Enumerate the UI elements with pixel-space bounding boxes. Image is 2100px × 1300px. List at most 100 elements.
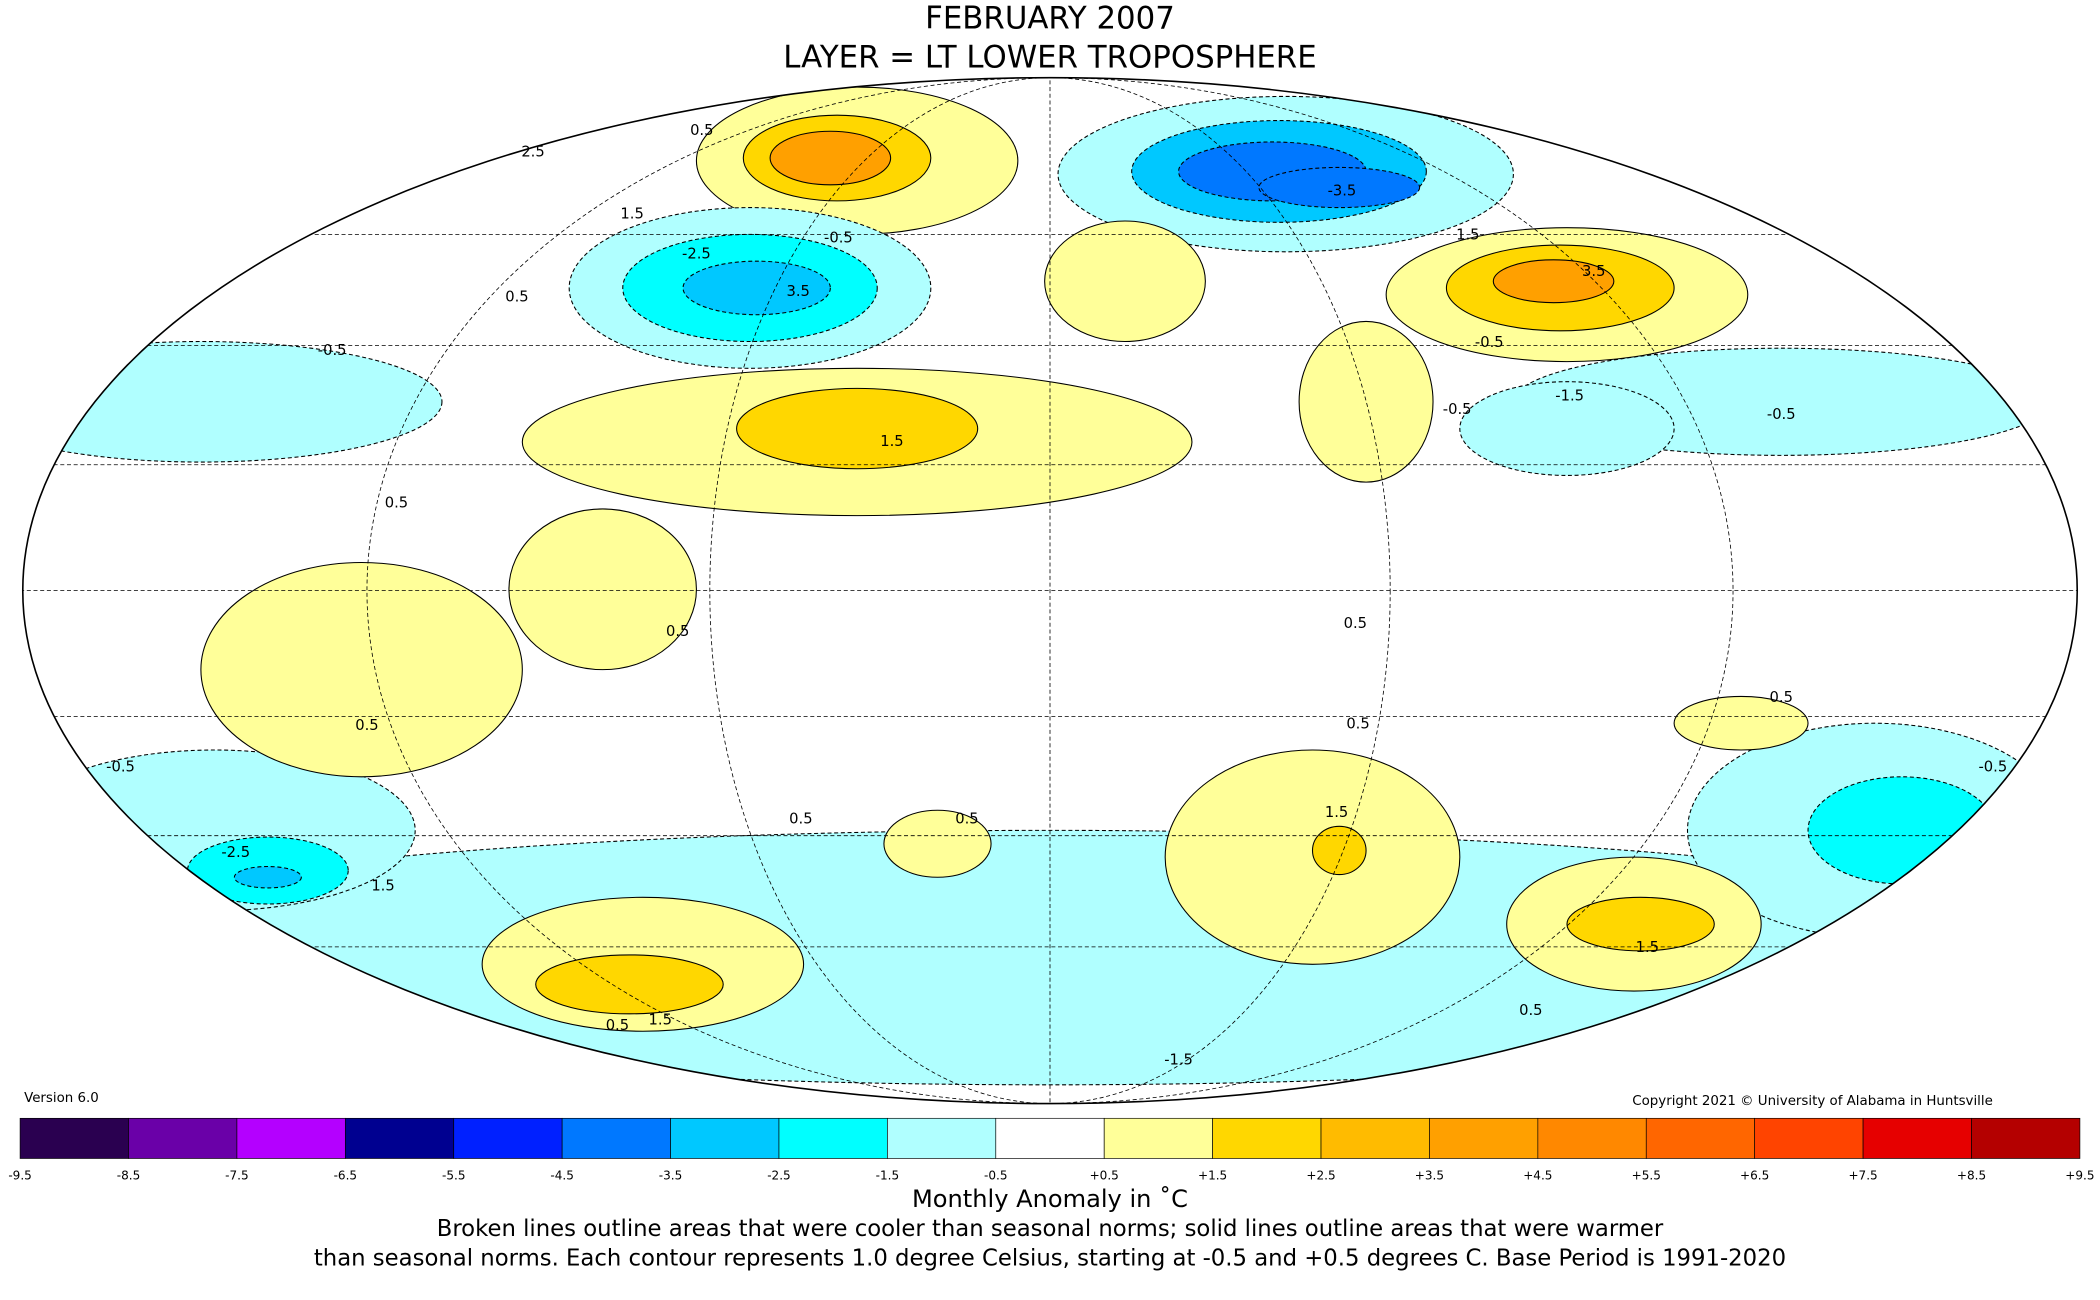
contour-label: -1.5 [1164, 1052, 1193, 1069]
colorbar-tick-label: -1.5 [876, 1168, 900, 1182]
anomaly-region [1044, 220, 1206, 343]
contour-label: 0.5 [666, 623, 689, 640]
anomaly-region [1164, 749, 1461, 965]
colorbar-tick-label: -7.5 [225, 1168, 249, 1182]
anomaly-region [1311, 825, 1367, 876]
anomaly-region [736, 387, 979, 470]
colorbar-tick-label: +0.5 [1090, 1168, 1119, 1182]
contour-label: -2.5 [682, 245, 711, 262]
graticule [22, 77, 2078, 1104]
colorbar-segment [995, 1117, 1105, 1159]
colorbar-segment [1212, 1117, 1322, 1159]
globe-outline [21, 76, 2079, 1105]
colorbar-segment [344, 1117, 455, 1159]
colorbar: -9.5 -8.5 -7.5 -6.5 -5.5 -4.5 -3.5 -2.5 -1.5 -0.5… [8, 1117, 2095, 1182]
colorbar-tick-label: -3.5 [659, 1168, 683, 1182]
anomaly-region [682, 260, 831, 316]
colorbar-segment [1754, 1117, 1864, 1159]
colorbar-segment [128, 1117, 238, 1159]
anomaly-region [1492, 259, 1615, 304]
contour-label: -0.5 [1978, 758, 2007, 775]
contour-label: 3.5 [1582, 263, 1605, 280]
colorbar-tick-label: +4.5 [1523, 1168, 1552, 1182]
caption-line: Broken lines outline areas that were coo… [437, 1216, 1664, 1242]
colorbar-tick-label: -5.5 [442, 1168, 466, 1182]
colorbar-segment [453, 1117, 563, 1159]
contour-label: -0.5 [318, 342, 347, 359]
colorbar-tick-label: +9.5 [2065, 1168, 2094, 1182]
contour-label: -0.5 [106, 758, 135, 775]
contour-label: 3.5 [787, 283, 810, 300]
contour-label: 1.5 [649, 1012, 672, 1029]
contour-label: -0.5 [824, 229, 853, 246]
colorbar-segment [887, 1117, 997, 1159]
contour-labels: 0.5 2.5 1.5 -2.5 3.5 -0.5 0.5 -0.5 1.5 0.5 0.5 0.5 -… [106, 122, 2007, 1068]
anomaly-region [200, 561, 523, 778]
colorbar-segment [1320, 1117, 1430, 1159]
title: FEBRUARY 2007 [925, 1, 1175, 37]
colorbar-tick-label: +2.5 [1306, 1168, 1335, 1182]
colorbar-segment [1103, 1117, 1213, 1159]
colorbar-segment [19, 1117, 129, 1159]
contour-label: 0.5 [1344, 615, 1367, 632]
contour-label: -3.5 [1328, 183, 1357, 200]
contour-label: 2.5 [521, 144, 544, 161]
contour-label: -0.5 [1443, 401, 1472, 418]
contour-label: 0.5 [385, 495, 408, 512]
contour-label: 0.5 [789, 811, 812, 828]
colorbar-tick-label: +1.5 [1198, 1168, 1227, 1182]
anomaly-region [1566, 896, 1715, 952]
colorbar-segment [1645, 1117, 1756, 1159]
contour-label: -0.5 [1475, 334, 1504, 351]
contour-label: 0.5 [1346, 716, 1369, 733]
anomaly-region [508, 508, 697, 671]
anomaly-region [769, 130, 892, 186]
contour-label: 0.5 [955, 811, 978, 828]
anomaly-region [1258, 166, 1421, 209]
colorbar-tick-label: +5.5 [1632, 1168, 1661, 1182]
caption-line: than seasonal norms. Each contour repres… [314, 1245, 1786, 1271]
contour-label: 1.5 [880, 433, 903, 450]
contour-label: -1.5 [1555, 387, 1584, 404]
contour-label: 1.5 [1325, 804, 1348, 821]
contour-label: 0.5 [606, 1017, 629, 1034]
colorbar-segment [670, 1117, 780, 1159]
colorbar-label: Monthly Anomaly in ˚C [912, 1185, 1188, 1213]
colorbar-tick-label: -8.5 [117, 1168, 141, 1182]
colorbar-segment [1537, 1117, 1647, 1159]
anomaly-region [233, 865, 302, 889]
colorbar-segment [778, 1117, 888, 1159]
contour-label: 1.5 [1636, 939, 1659, 956]
contour-label: 1.5 [1456, 227, 1479, 244]
colorbar-segment [1429, 1117, 1539, 1159]
anomaly-region [1807, 776, 1997, 885]
contour-label: -0.5 [1767, 406, 1796, 423]
contour-label: -2.5 [221, 844, 250, 861]
colorbar-tick-label: -2.5 [767, 1168, 791, 1182]
contour-label: 0.5 [505, 288, 528, 305]
meridian [366, 77, 1734, 1104]
contour-label: 1.5 [371, 878, 394, 895]
anomaly-region [883, 809, 992, 878]
colorbar-tick-label: +3.5 [1415, 1168, 1444, 1182]
subtitle: LAYER = LT LOWER TROPOSPHERE [783, 39, 1316, 75]
colorbar-segment [1862, 1117, 1972, 1159]
anomaly-region [1459, 381, 1675, 476]
contour-label: 0.5 [1519, 1002, 1542, 1019]
colorbar-tick-label: +6.5 [1740, 1168, 1769, 1182]
contour-label: 0.5 [1770, 689, 1793, 706]
contour-label: 0.5 [355, 717, 378, 734]
colorbar-tick-label: +7.5 [1848, 1168, 1877, 1182]
colorbar-tick-label: -0.5 [984, 1168, 1008, 1182]
contour-label: 1.5 [620, 205, 643, 222]
colorbar-tick-label: -6.5 [334, 1168, 358, 1182]
anomaly-region [1298, 320, 1434, 483]
contour-label: 0.5 [690, 122, 713, 139]
colorbar-segment [1971, 1117, 2081, 1159]
meridian [709, 77, 1391, 1104]
copyright: Copyright 2021 © University of Alabama i… [1632, 1094, 1993, 1109]
colorbar-segment [561, 1117, 671, 1159]
colorbar-tick-label: -9.5 [8, 1168, 32, 1182]
anomaly-region [535, 954, 724, 1015]
